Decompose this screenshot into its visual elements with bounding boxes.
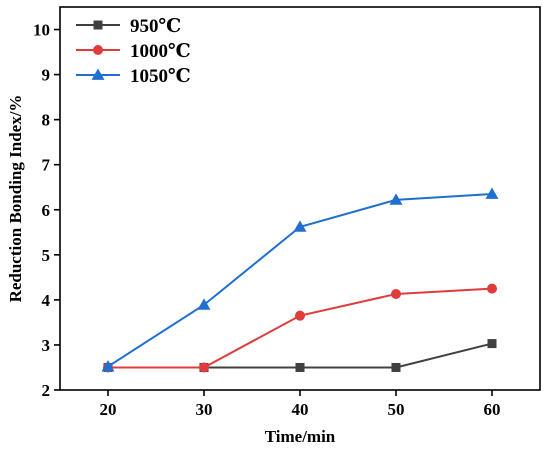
legend-swatch-marker	[91, 68, 105, 80]
legend-label: 1000℃	[130, 41, 191, 62]
x-axis: 20 30 40 50 60	[100, 390, 501, 419]
legend-swatch-marker	[93, 20, 103, 30]
plot-area-border	[59, 6, 541, 391]
y-tick-label: 9	[42, 66, 51, 85]
legend-item: 950℃	[76, 16, 181, 37]
data-point	[487, 339, 497, 349]
x-tick-label: 20	[100, 400, 117, 419]
data-point	[487, 283, 497, 294]
x-tick-label: 40	[292, 400, 309, 419]
y-tick-label: 8	[42, 111, 51, 130]
x-tick-label: 30	[196, 400, 213, 419]
series-line	[108, 287, 493, 369]
legend-label: 1050℃	[130, 66, 191, 87]
y-tick-label: 2	[42, 381, 51, 400]
series-3	[101, 187, 499, 372]
data-point	[101, 360, 115, 372]
data-point	[485, 187, 499, 199]
y-tick-label: 6	[42, 201, 51, 220]
data-point	[389, 193, 403, 205]
series-layer	[101, 187, 499, 373]
data-point	[295, 362, 305, 372]
data-point	[199, 362, 209, 373]
data-point	[295, 310, 305, 321]
x-axis-label: Time/min	[265, 427, 336, 446]
legend-swatch-marker	[93, 45, 103, 55]
y-tick-label: 10	[33, 21, 50, 40]
legend-label: 950℃	[130, 16, 181, 37]
y-axis: 2 3 4 5 6 7 8 9 10	[33, 21, 60, 400]
data-point	[391, 362, 401, 372]
legend-item: 1050℃	[76, 66, 191, 87]
data-point	[197, 298, 211, 310]
plot-frame	[59, 6, 541, 391]
legend-item: 1000℃	[76, 41, 191, 62]
data-point	[293, 220, 307, 232]
series-line	[107, 192, 493, 368]
x-tick-label: 50	[388, 400, 405, 419]
y-tick-label: 4	[42, 291, 51, 310]
data-point	[391, 289, 401, 300]
y-tick-label: 5	[42, 246, 51, 265]
y-tick-label: 3	[42, 336, 51, 355]
y-tick-label: 7	[42, 156, 51, 175]
x-tick-label: 60	[484, 400, 501, 419]
legend: 950℃ 1000℃ 1050℃	[76, 16, 191, 87]
y-axis-label: Reduction Bonding Index/%	[6, 95, 25, 303]
series-2	[103, 283, 497, 373]
